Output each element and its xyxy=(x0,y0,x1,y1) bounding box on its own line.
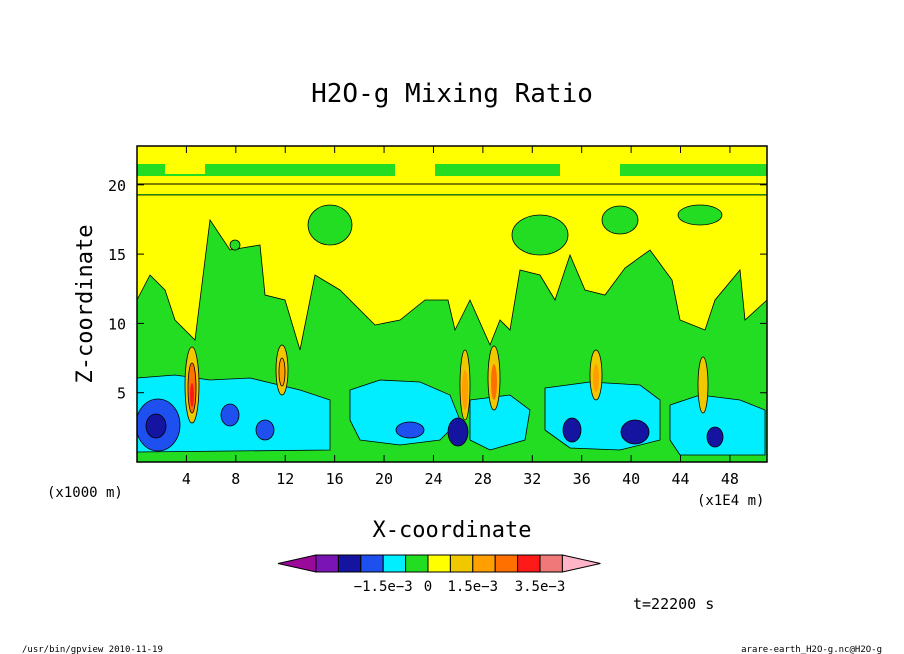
colorbar-swatch xyxy=(539,554,563,573)
y-tick-label: 5 xyxy=(117,385,126,403)
contour-field xyxy=(137,146,767,462)
x-tick-label: 8 xyxy=(231,470,240,488)
y-tick-label: 20 xyxy=(108,177,126,195)
x-tick-label: 12 xyxy=(276,470,294,488)
y-tick-label: 15 xyxy=(108,246,126,264)
chart-title: H2O-g Mixing Ratio xyxy=(311,79,593,109)
colorbar-swatch xyxy=(315,554,339,573)
y-axis-ticks: 5 10 15 20 xyxy=(108,177,767,403)
colorbar-swatch xyxy=(427,554,451,573)
footer-right: arare-earth_H2O-g.nc@H2O-g xyxy=(741,645,882,654)
colorbar-swatch xyxy=(360,554,384,573)
y-tick-label: 10 xyxy=(108,315,126,333)
colorbar-swatch xyxy=(494,554,519,573)
colorbar-tick-label: −1.5e−3 xyxy=(354,579,413,595)
x-tick-label: 48 xyxy=(721,470,739,488)
x-tick-label: 32 xyxy=(523,470,541,488)
colorbar xyxy=(277,554,601,573)
x-tick-label: 36 xyxy=(573,470,591,488)
y-unit-label: (x1000 m) xyxy=(47,485,123,501)
x-axis-ticks: 4 8 12 16 20 24 28 32 36 40 44 48 xyxy=(182,146,739,488)
x-tick-label: 24 xyxy=(424,470,442,488)
y-axis-label: Z-coordinate xyxy=(73,225,98,384)
x-tick-label: 4 xyxy=(182,470,191,488)
plot-frame xyxy=(136,145,768,463)
colorbar-swatch xyxy=(382,554,407,573)
colorbar-swatch xyxy=(337,554,362,573)
colorbar-swatch xyxy=(517,554,541,573)
x-unit-label: (x1E4 m) xyxy=(697,493,764,509)
x-tick-label: 20 xyxy=(375,470,393,488)
colorbar-tick-labels: −1.5e−3 0 1.5e−3 3.5e−3 xyxy=(354,579,566,595)
time-label: t=22200 s xyxy=(633,595,714,613)
colorbar-tick-label: 0 xyxy=(424,579,432,595)
x-tick-label: 40 xyxy=(622,470,640,488)
colorbar-swatch xyxy=(405,554,429,573)
colorbar-tick-label: 1.5e−3 xyxy=(448,579,499,595)
x-tick-label: 16 xyxy=(326,470,344,488)
x-tick-label: 44 xyxy=(671,470,689,488)
footer-left: /usr/bin/gpview 2010-11-19 xyxy=(22,645,163,654)
colorbar-swatch xyxy=(472,554,496,573)
x-axis-label: X-coordinate xyxy=(373,518,532,543)
colorbar-tick-label: 3.5e−3 xyxy=(515,579,566,595)
colorbar-swatch xyxy=(449,554,474,573)
x-tick-label: 28 xyxy=(474,470,492,488)
colorbar-swatch xyxy=(561,554,601,573)
colorbar-swatch xyxy=(277,554,317,573)
